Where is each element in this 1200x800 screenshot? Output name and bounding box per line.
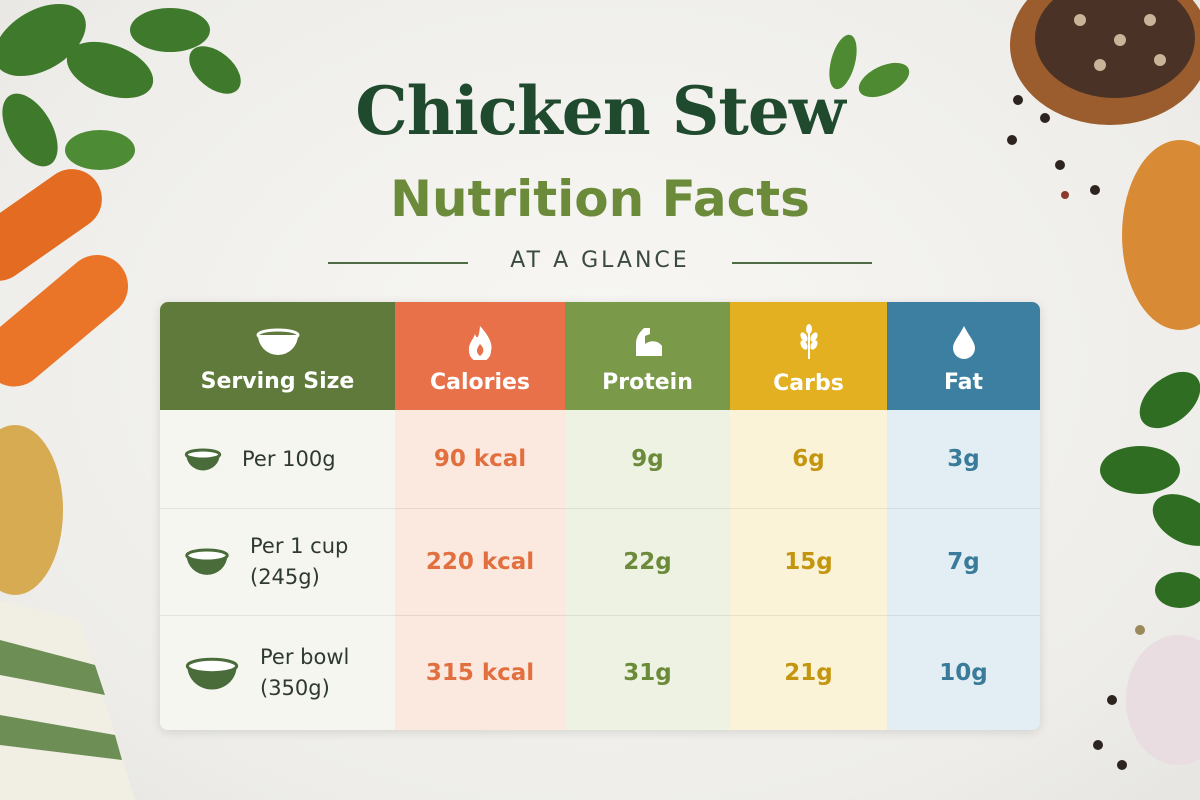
header-icon: [799, 323, 818, 359]
serving-cell: Per bowl (350g): [160, 615, 395, 730]
cell-text: 220 kcal: [425, 548, 535, 575]
serving-cell: Per 1 cup (245g): [160, 508, 395, 615]
column-header: Carbs: [730, 302, 887, 410]
leaves: [829, 34, 910, 98]
column-header: Calories: [395, 302, 565, 410]
cell-text: 90 kcal: [433, 446, 527, 472]
value-cell: 9g: [565, 410, 730, 508]
cell-text: 31g: [623, 659, 672, 686]
onion: [1122, 140, 1200, 330]
cell-text: Calories: [429, 369, 531, 395]
nutrition-table: Serving Size Per 100g Per 1 cup (245g) Per …: [160, 302, 1040, 730]
value-cell: 21g: [730, 615, 887, 730]
cell-text: 3g: [947, 446, 980, 472]
serving-cell: Per 100g: [160, 410, 395, 508]
subtitle: Nutrition Facts: [390, 170, 810, 228]
cell-text: Serving Size: [200, 368, 355, 394]
cell-text: Carbs: [773, 370, 844, 396]
value-cell: 22g: [565, 508, 730, 615]
bowl-icon: [184, 448, 222, 471]
divider: [732, 262, 872, 264]
cell-text: Per 1 cup (245g): [250, 534, 349, 589]
row-divider: [160, 508, 1040, 509]
divider: [328, 262, 468, 264]
value-cell: 3g: [887, 410, 1040, 508]
cell-text: 6g: [792, 446, 825, 472]
bowl-icon: [185, 548, 229, 576]
pepper-bowl: [1010, 0, 1200, 125]
tagline: AT A GLANCE: [510, 248, 690, 273]
cell-text: Per bowl (350g): [260, 645, 350, 700]
column-header: Protein: [565, 302, 730, 410]
peppercorns: [1007, 95, 1145, 770]
column-header: Fat: [887, 302, 1040, 410]
header-icon: [468, 325, 492, 360]
bowl-icon: [185, 657, 239, 690]
value-cell: 315 kcal: [395, 615, 565, 730]
cell-text: 7g: [947, 548, 980, 575]
value-cell: 6g: [730, 410, 887, 508]
potato: [0, 425, 63, 595]
garlic: [1126, 635, 1200, 765]
header-icon: [635, 327, 662, 356]
parsley-right: [1100, 371, 1200, 608]
header-icon: [952, 325, 975, 359]
value-cell: 15g: [730, 508, 887, 615]
cell-text: 9g: [631, 446, 664, 472]
cell-text: 10g: [939, 659, 988, 686]
cell-text: 22g: [623, 548, 672, 575]
title: Chicken Stew: [355, 72, 845, 150]
row-divider: [160, 615, 1040, 616]
cell-text: Per 100g: [242, 446, 336, 471]
value-cell: 10g: [887, 615, 1040, 730]
carrots: [0, 169, 129, 387]
towel: [0, 600, 135, 800]
cell-text: 15g: [784, 548, 833, 575]
cell-text: 21g: [784, 659, 833, 686]
cell-text: Fat: [943, 369, 984, 395]
value-cell: 31g: [565, 615, 730, 730]
header-icon: [256, 328, 299, 355]
cell-text: 315 kcal: [425, 659, 535, 686]
value-cell: 90 kcal: [395, 410, 565, 508]
column-header: Serving Size: [160, 302, 395, 410]
value-cell: 7g: [887, 508, 1040, 615]
value-cell: 220 kcal: [395, 508, 565, 615]
cell-text: Protein: [602, 369, 693, 395]
parsley: [0, 3, 241, 170]
